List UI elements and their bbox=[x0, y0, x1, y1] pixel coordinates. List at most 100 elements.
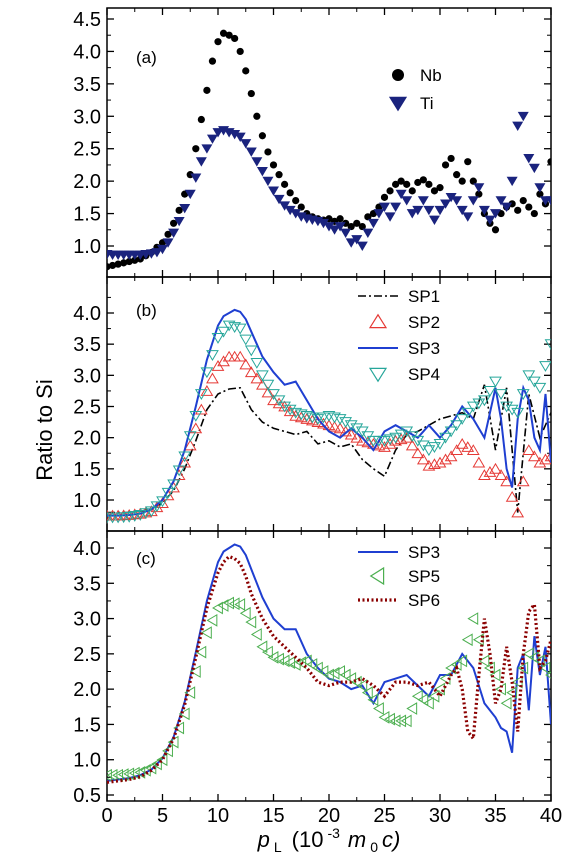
series-sp4-point bbox=[172, 465, 186, 477]
series-sp2-point bbox=[233, 350, 247, 362]
series-nb-point bbox=[236, 47, 244, 56]
series-nb-point bbox=[447, 154, 455, 163]
series-ti-point bbox=[534, 183, 546, 193]
series-sp2-point bbox=[428, 458, 441, 470]
series-nb-point bbox=[380, 193, 389, 201]
series-sp4-point bbox=[383, 434, 397, 446]
series-sp2-point bbox=[322, 419, 336, 431]
series-ti-point bbox=[412, 205, 424, 216]
series-sp5 bbox=[107, 596, 551, 782]
y-tick-label: 4.0 bbox=[73, 303, 101, 325]
legend-swatch bbox=[369, 566, 385, 586]
panel-a: 1.0 1.5 2.0 2.5 3.0 3.5 4.0 4.5 (a) Nb Ti bbox=[73, 7, 552, 278]
series-sp4-point bbox=[283, 404, 297, 416]
series-nb-point bbox=[336, 215, 344, 223]
y-tick-label: 3.5 bbox=[73, 573, 101, 595]
series-sp4-point bbox=[350, 423, 364, 435]
series-sp2-point bbox=[389, 434, 402, 446]
series-sp4-point bbox=[289, 407, 303, 419]
series-sp5-point bbox=[195, 645, 207, 659]
series-sp4-point bbox=[261, 379, 275, 391]
series-sp4-point bbox=[183, 431, 197, 443]
series-sp5-point bbox=[250, 628, 262, 641]
series-ti-point bbox=[206, 134, 218, 144]
series-sp2-point bbox=[350, 431, 364, 443]
series-ti-point bbox=[451, 196, 463, 206]
series-nb-point bbox=[514, 206, 522, 214]
series-sp4-point bbox=[516, 389, 530, 400]
series-ti-point bbox=[240, 139, 252, 149]
series-sp5-point bbox=[107, 768, 118, 782]
series-sp2-point bbox=[511, 506, 525, 518]
series-nb-point bbox=[114, 260, 122, 268]
series-sp5-point bbox=[189, 665, 201, 678]
series-sp4-point bbox=[267, 389, 280, 400]
series-nb-point bbox=[547, 158, 551, 166]
y-tick-label: 4.5 bbox=[73, 9, 101, 31]
series-nb bbox=[107, 29, 551, 271]
series-ti-point bbox=[168, 228, 180, 238]
x-tick-label: 0 bbox=[101, 805, 112, 827]
series-sp4-point bbox=[122, 511, 136, 523]
series-ti-point bbox=[284, 205, 296, 216]
series-sp4-point bbox=[422, 445, 436, 457]
series-ti-point bbox=[201, 144, 213, 154]
legend-label: SP6 bbox=[408, 591, 440, 610]
y-tick-label: 3.0 bbox=[73, 106, 101, 128]
series-nb-point bbox=[192, 145, 200, 153]
series-nb-point bbox=[536, 190, 544, 198]
series-sp4-point bbox=[178, 451, 192, 463]
series-nb-point bbox=[430, 187, 439, 195]
legend: Nb Ti bbox=[388, 66, 442, 113]
series-sp5-point bbox=[373, 702, 384, 715]
series-sp4-point bbox=[500, 401, 513, 413]
series-sp4-point bbox=[439, 432, 452, 444]
series-ti-point bbox=[406, 209, 418, 219]
series-nb-point bbox=[242, 67, 250, 75]
series-sp5-point bbox=[334, 665, 345, 678]
series-nb-point bbox=[125, 257, 133, 266]
series-nb-point bbox=[364, 213, 372, 221]
series-nb-point bbox=[108, 261, 117, 270]
legend-label: SP2 bbox=[408, 313, 440, 332]
series-nb-point bbox=[436, 184, 444, 192]
legend-item: SP2 bbox=[368, 313, 440, 332]
series-nb-point bbox=[453, 171, 461, 179]
series-ti-point bbox=[345, 238, 357, 248]
series-sp5-point bbox=[356, 679, 368, 692]
series-ti-point bbox=[329, 225, 341, 235]
series-ti-point bbox=[351, 235, 363, 245]
series-nb-point bbox=[131, 256, 139, 264]
series-sp4-point bbox=[511, 407, 525, 419]
series-sp4-point bbox=[206, 350, 219, 362]
series-ti-point bbox=[356, 241, 368, 251]
series-sp2-point bbox=[494, 469, 508, 480]
series-sp5-point bbox=[234, 598, 246, 611]
y-tick-label: 2.5 bbox=[73, 139, 101, 161]
series-ti-point bbox=[417, 196, 429, 206]
series-ti-point bbox=[512, 121, 524, 131]
series-sp2-point bbox=[250, 372, 264, 384]
x-title-symbol: p bbox=[257, 827, 270, 852]
series-ti-point bbox=[401, 196, 413, 206]
series-sp5-point bbox=[117, 768, 129, 781]
series-sp5-point bbox=[434, 682, 445, 696]
series-sp5-point bbox=[411, 689, 423, 703]
series-sp5-point bbox=[406, 702, 418, 715]
series-ti-point bbox=[440, 199, 452, 209]
series-ti-point bbox=[323, 222, 335, 232]
series-nb-point bbox=[441, 161, 450, 169]
series-nb-point bbox=[120, 259, 128, 267]
series-sp4-point bbox=[433, 439, 447, 450]
series-sp4-point bbox=[167, 479, 180, 491]
series-sp4-point bbox=[328, 412, 341, 424]
legend-swatch bbox=[392, 69, 404, 81]
legend-item: SP6 bbox=[358, 591, 440, 610]
series-sp2-point bbox=[450, 444, 464, 456]
legend-swatch bbox=[368, 313, 388, 329]
legend-label: SP3 bbox=[408, 339, 440, 358]
series-sp2-point bbox=[539, 453, 551, 465]
series-sp4-point bbox=[256, 370, 269, 382]
series-sp3 bbox=[107, 543, 551, 782]
